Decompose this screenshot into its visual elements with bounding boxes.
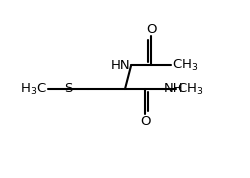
Text: O: O: [146, 23, 156, 36]
Text: NH: NH: [164, 82, 183, 96]
Text: H$_3$C: H$_3$C: [20, 82, 47, 96]
Text: S: S: [64, 82, 72, 96]
Text: CH$_3$: CH$_3$: [177, 82, 203, 96]
Text: O: O: [140, 115, 150, 128]
Text: HN: HN: [111, 59, 130, 72]
Text: CH$_3$: CH$_3$: [172, 58, 199, 73]
